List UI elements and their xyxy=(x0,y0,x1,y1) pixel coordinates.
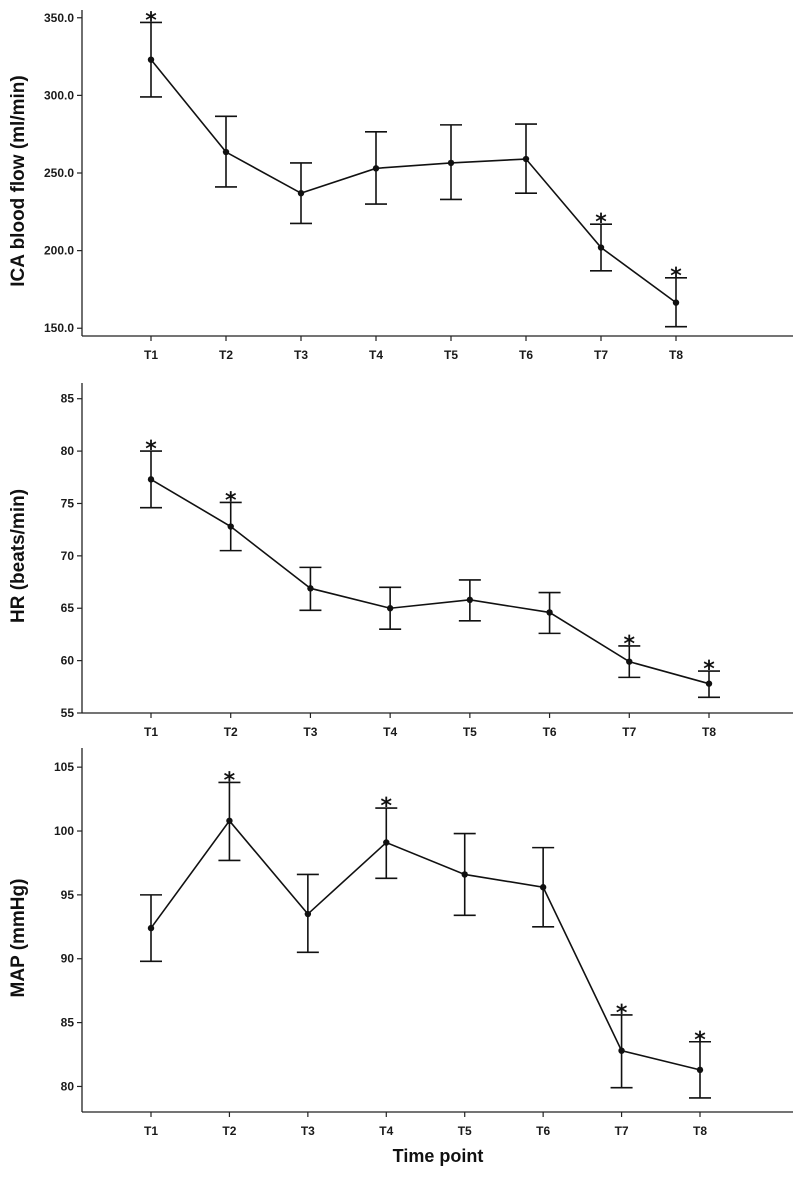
x-tick-label: T5 xyxy=(458,1124,472,1138)
data-point xyxy=(147,924,155,932)
x-tick-label: T2 xyxy=(224,725,238,739)
x-tick-label: T7 xyxy=(622,725,636,739)
data-point xyxy=(696,1066,704,1074)
panel-map: 80 85 90 95 100 105 T1 T2 T3 T4 T5 T6 T7 T8 MAP (mmHg)… xyxy=(8,748,793,1138)
data-point xyxy=(447,159,455,167)
x-tick-label: T8 xyxy=(669,348,683,362)
series-line xyxy=(150,819,701,1071)
x-tick-label: T5 xyxy=(463,725,477,739)
data-point xyxy=(705,680,713,687)
x-tick-label: T3 xyxy=(303,725,317,739)
y-tick-label: 105 xyxy=(54,760,74,774)
y-tick-label: 90 xyxy=(61,952,75,966)
significance-star: * xyxy=(381,794,393,819)
data-point xyxy=(226,817,233,824)
data-point xyxy=(372,165,380,172)
x-tick-label: T5 xyxy=(444,348,458,362)
data-point xyxy=(672,299,680,306)
y-tick-label: 95 xyxy=(61,888,75,902)
significance-star: * xyxy=(616,1001,628,1026)
data-point xyxy=(383,839,390,846)
x-tick-label: T2 xyxy=(222,1124,236,1138)
y-tick-label: 100 xyxy=(54,824,74,838)
x-tick-label: T7 xyxy=(594,348,608,362)
x-tick-label: T1 xyxy=(144,725,158,739)
data-point xyxy=(386,605,394,612)
shared-x-axis-label: Time point xyxy=(393,1146,484,1166)
data-point xyxy=(466,596,474,604)
data-point xyxy=(227,523,234,530)
data-point xyxy=(307,585,314,592)
data-point xyxy=(597,244,605,251)
y-tick-label: 300.0 xyxy=(44,88,74,102)
x-tick-label: T8 xyxy=(693,1124,707,1138)
series-line xyxy=(150,478,710,685)
x-tick-label: T3 xyxy=(301,1124,315,1138)
y-tick-label: 80 xyxy=(61,1079,75,1093)
x-tick-label: T7 xyxy=(615,1124,629,1138)
data-point xyxy=(147,56,155,63)
series-line xyxy=(150,59,677,304)
data-point xyxy=(147,476,155,483)
panel-heart-rate: 55 60 65 70 75 80 85 T1 T2 T3 T4 T5 T6 T7 T8 HR (beats/… xyxy=(8,383,793,739)
significance-star: * xyxy=(224,768,236,793)
data-point xyxy=(618,1047,625,1054)
x-tick-label: T6 xyxy=(519,348,533,362)
data-point xyxy=(304,910,312,918)
data-point xyxy=(539,884,547,891)
x-tick-label: T4 xyxy=(383,725,397,739)
significance-star: * xyxy=(145,8,157,33)
data-point xyxy=(546,609,553,616)
y-tick-label: 85 xyxy=(61,392,75,406)
y-tick-label: 200.0 xyxy=(44,244,74,258)
significance-star: * xyxy=(694,1028,706,1053)
y-tick-label: 75 xyxy=(61,496,75,510)
x-tick-label: T4 xyxy=(379,1124,393,1138)
data-point xyxy=(522,155,530,163)
significance-star: * xyxy=(225,488,237,513)
y-axis-label: HR (beats/min) xyxy=(8,489,29,623)
x-tick-label: T8 xyxy=(702,725,716,739)
y-axis-label: ICA blood flow (ml/min) xyxy=(8,75,29,286)
x-tick-label: T1 xyxy=(144,1124,158,1138)
panel-ica-blood-flow: 150.0 200.0 250.0 300.0 350.0 T1 T2 T3 T4 T5 T6 T7 T… xyxy=(8,8,793,362)
y-tick-label: 65 xyxy=(61,601,75,615)
y-tick-label: 55 xyxy=(61,706,75,720)
data-point xyxy=(461,871,468,878)
x-tick-label: T6 xyxy=(536,1124,550,1138)
significance-star: * xyxy=(703,657,715,682)
data-point xyxy=(297,189,305,197)
y-tick-label: 80 xyxy=(61,444,75,458)
y-axis-label: MAP (mmHg) xyxy=(8,879,29,998)
y-tick-label: 150.0 xyxy=(44,321,74,335)
significance-star: * xyxy=(145,437,157,462)
y-tick-label: 85 xyxy=(61,1016,75,1030)
y-tick-label: 350.0 xyxy=(44,11,74,25)
x-tick-label: T4 xyxy=(369,348,383,362)
significance-star: * xyxy=(595,210,607,235)
data-point xyxy=(626,658,633,665)
y-tick-label: 60 xyxy=(61,654,75,668)
significance-star: * xyxy=(670,264,682,289)
y-tick-label: 250.0 xyxy=(44,166,74,180)
significance-star: * xyxy=(624,632,636,657)
x-tick-label: T1 xyxy=(144,348,158,362)
x-tick-label: T3 xyxy=(294,348,308,362)
x-tick-label: T6 xyxy=(543,725,557,739)
data-point xyxy=(222,148,230,156)
x-tick-label: T2 xyxy=(219,348,233,362)
y-tick-label: 70 xyxy=(61,549,75,563)
